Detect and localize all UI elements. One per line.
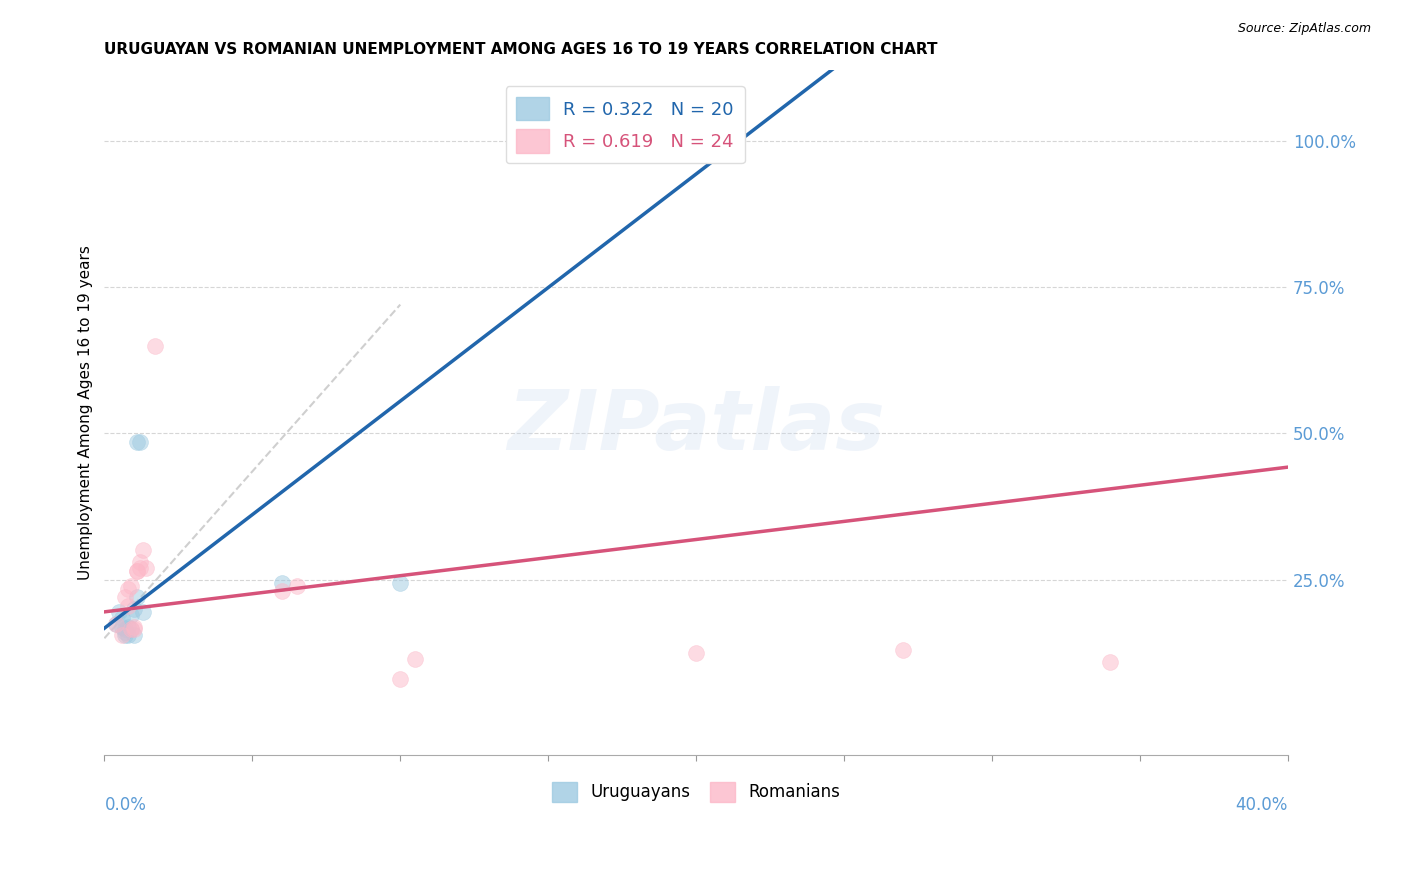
Point (891, 643, 914, 657)
Point (117, 582, 139, 596)
Point (114, 623, 136, 637)
Point (122, 602, 145, 616)
Point (132, 543, 155, 558)
Point (120, 623, 142, 637)
Point (143, 338, 166, 352)
Point (105, 616, 128, 631)
Point (122, 628, 145, 642)
Point (114, 591, 136, 605)
Point (117, 628, 139, 642)
Point (285, 578, 308, 592)
Point (685, 646, 707, 660)
Text: URUGUAYAN VS ROMANIAN UNEMPLOYMENT AMONG AGES 16 TO 19 YEARS CORRELATION CHART: URUGUAYAN VS ROMANIAN UNEMPLOYMENT AMONG… (104, 42, 938, 57)
Point (1099, 655, 1122, 669)
Point (128, 561, 150, 575)
Point (120, 607, 142, 622)
Point (271, 575, 294, 590)
Y-axis label: Unemployment Among Ages 16 to 19 years: Unemployment Among Ages 16 to 19 years (79, 245, 93, 581)
Point (105, 616, 128, 631)
Point (122, 619, 145, 633)
Point (132, 605, 155, 619)
Point (120, 623, 142, 637)
Point (117, 619, 139, 633)
Text: 0.0%: 0.0% (104, 797, 146, 814)
Point (271, 584, 294, 599)
Point (117, 599, 139, 613)
Point (111, 611, 134, 625)
Point (128, 555, 150, 569)
Point (111, 628, 134, 642)
Legend: Uruguayans, Romanians: Uruguayans, Romanians (546, 775, 848, 809)
Point (114, 625, 136, 640)
Text: 40.0%: 40.0% (1236, 797, 1288, 814)
Point (389, 575, 412, 590)
Point (551, 130, 574, 145)
Point (120, 578, 142, 592)
Point (125, 435, 148, 450)
Point (125, 564, 148, 578)
Point (114, 628, 136, 642)
Point (125, 591, 148, 605)
Point (125, 564, 148, 578)
Point (128, 435, 150, 450)
Text: ZIPatlas: ZIPatlas (508, 386, 886, 467)
Point (404, 652, 426, 666)
Point (135, 561, 157, 575)
Text: Source: ZipAtlas.com: Source: ZipAtlas.com (1237, 22, 1371, 36)
Point (108, 605, 131, 619)
Point (111, 619, 134, 633)
Point (389, 672, 412, 686)
Point (122, 623, 145, 637)
